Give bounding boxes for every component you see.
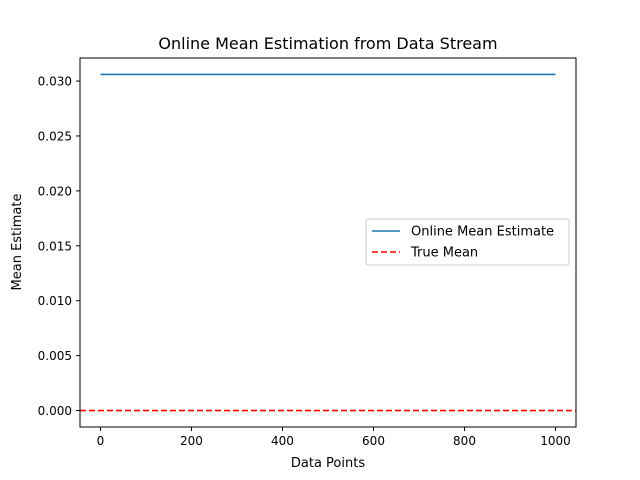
y-axis-ticks: 0.000 0.005 0.010 0.015 0.020 0.025 0.030	[38, 75, 80, 418]
y-axis-label: Mean Estimate	[10, 194, 25, 291]
x-tick-label: 0	[97, 434, 105, 448]
y-tick-label: 0.000	[38, 404, 72, 418]
chart-title: Online Mean Estimation from Data Stream	[158, 34, 497, 53]
y-tick-label: 0.020	[38, 184, 72, 198]
x-tick-label: 1000	[540, 434, 571, 448]
y-tick-label: 0.005	[38, 349, 72, 363]
y-tick-label: 0.010	[38, 294, 72, 308]
y-tick-label: 0.030	[38, 75, 72, 89]
x-axis-ticks: 0 200 400 600 800 1000	[97, 427, 571, 448]
legend-box	[365, 218, 570, 266]
legend: Online Mean Estimate True Mean	[365, 218, 570, 266]
y-tick-label: 0.015	[38, 239, 72, 253]
x-tick-label: 600	[362, 434, 385, 448]
x-tick-label: 200	[180, 434, 203, 448]
plot-frame	[79, 57, 577, 428]
series-layer	[80, 73, 576, 412]
x-tick-label: 800	[453, 434, 476, 448]
x-tick-label: 400	[271, 434, 294, 448]
x-axis-label: Data Points	[291, 456, 365, 471]
legend-label-true-mean: True Mean	[410, 246, 478, 261]
legend-label-online-mean: Online Mean Estimate	[411, 225, 554, 240]
y-tick-label: 0.025	[38, 129, 72, 143]
